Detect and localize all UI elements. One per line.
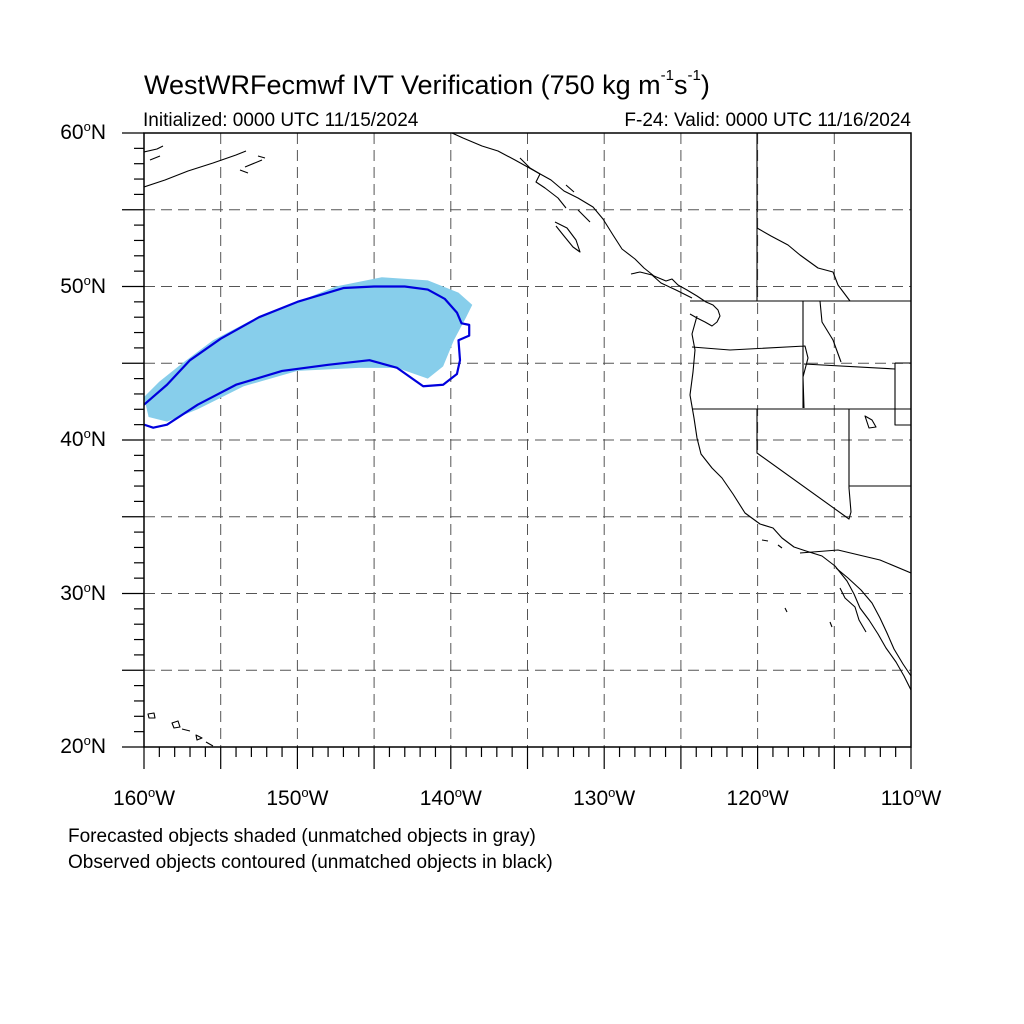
map-title: WestWRFecmwf IVT Verification (750 kg m-…: [144, 67, 710, 100]
footer-forecast-note: Forecasted objects shaded (unmatched obj…: [68, 826, 536, 847]
observed-object-contour: [144, 285, 471, 429]
map-features: [144, 133, 911, 747]
lon-label: 110oW: [880, 785, 942, 810]
baja-gulf-coastline: [835, 567, 911, 677]
lat-label: 60oN: [60, 119, 106, 144]
init-time-label: Initialized: 0000 UTC 11/15/2024: [143, 110, 419, 131]
lat-label: 20oN: [60, 733, 106, 758]
alaska-panhandle-islands: [519, 157, 591, 253]
state-borders: [690, 300, 911, 574]
graticule-grid: [144, 133, 911, 747]
lon-label: 150oW: [266, 785, 329, 810]
us-west-coastline: [689, 315, 911, 691]
canada-interior-border: [756, 133, 851, 302]
forecast-object: [144, 277, 473, 422]
footer-observed-note: Observed objects contoured (unmatched ob…: [68, 852, 553, 873]
alaska-coastline: [144, 145, 266, 188]
hawaii-islands: [147, 712, 214, 747]
lat-label: 40oN: [60, 426, 106, 451]
lon-label: 160oW: [112, 785, 176, 810]
lon-label: 140oW: [419, 785, 482, 810]
lon-label: 120oW: [726, 785, 789, 810]
valid-time-label: F-24: Valid: 0000 UTC 11/16/2024: [624, 110, 911, 131]
axis-ticks: [122, 132, 912, 769]
lat-label: 30oN: [60, 579, 106, 605]
lon-label: 130oW: [573, 785, 636, 810]
lat-label: 50oN: [60, 272, 106, 298]
channel-islands: [761, 415, 877, 628]
british-columbia-coastline: [451, 133, 721, 327]
coastlines-and-borders: [144, 133, 911, 747]
